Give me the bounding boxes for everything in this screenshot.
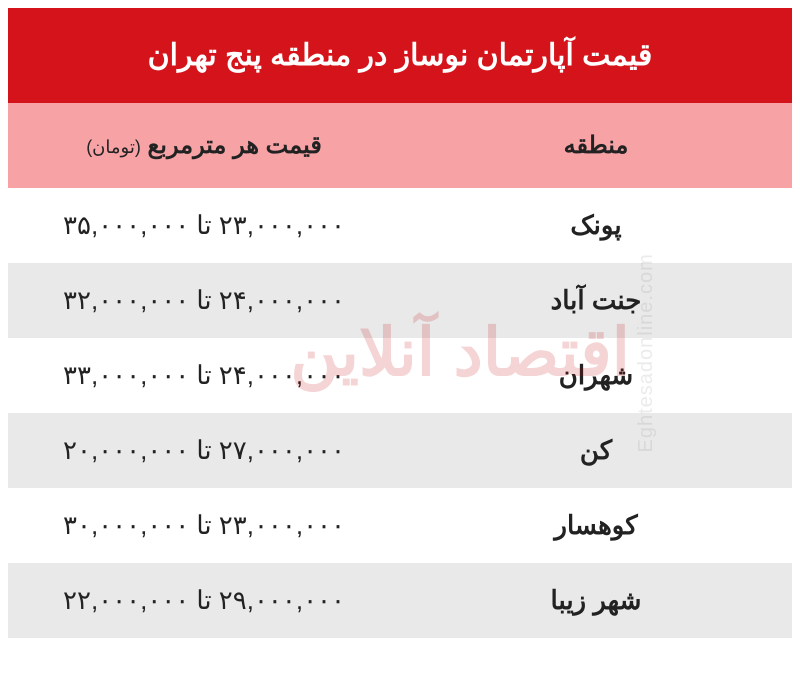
table-title: قیمت آپارتمان نوساز در منطقه پنج تهران bbox=[8, 8, 792, 103]
cell-price: ۲۷,۰۰۰,۰۰۰ تا ۲۰,۰۰۰,۰۰۰ bbox=[8, 413, 400, 488]
cell-price: ۲۳,۰۰۰,۰۰۰ تا ۳۵,۰۰۰,۰۰۰ bbox=[8, 188, 400, 263]
table-row: شهران۲۴,۰۰۰,۰۰۰ تا ۳۳,۰۰۰,۰۰۰ bbox=[8, 338, 792, 413]
cell-price: ۲۳,۰۰۰,۰۰۰ تا ۳۰,۰۰۰,۰۰۰ bbox=[8, 488, 400, 563]
cell-price: ۲۴,۰۰۰,۰۰۰ تا ۳۳,۰۰۰,۰۰۰ bbox=[8, 338, 400, 413]
cell-region: کن bbox=[400, 413, 792, 488]
cell-price: ۲۴,۰۰۰,۰۰۰ تا ۳۲,۰۰۰,۰۰۰ bbox=[8, 263, 400, 338]
cell-region: شهران bbox=[400, 338, 792, 413]
header-price: قیمت هر مترمربع (تومان) bbox=[8, 103, 400, 188]
table-row: کن۲۷,۰۰۰,۰۰۰ تا ۲۰,۰۰۰,۰۰۰ bbox=[8, 413, 792, 488]
header-region: منطقه bbox=[400, 103, 792, 188]
table-row: پونک۲۳,۰۰۰,۰۰۰ تا ۳۵,۰۰۰,۰۰۰ bbox=[8, 188, 792, 263]
table-header-row: منطقه قیمت هر مترمربع (تومان) bbox=[8, 103, 792, 188]
cell-region: کوهسار bbox=[400, 488, 792, 563]
header-price-label: قیمت هر مترمربع bbox=[148, 132, 322, 159]
table-row: شهر زیبا۲۹,۰۰۰,۰۰۰ تا ۲۲,۰۰۰,۰۰۰ bbox=[8, 563, 792, 638]
cell-region: جنت آباد bbox=[400, 263, 792, 338]
table-body: پونک۲۳,۰۰۰,۰۰۰ تا ۳۵,۰۰۰,۰۰۰جنت آباد۲۴,۰… bbox=[8, 188, 792, 638]
cell-price: ۲۹,۰۰۰,۰۰۰ تا ۲۲,۰۰۰,۰۰۰ bbox=[8, 563, 400, 638]
cell-region: شهر زیبا bbox=[400, 563, 792, 638]
cell-region: پونک bbox=[400, 188, 792, 263]
table-row: کوهسار۲۳,۰۰۰,۰۰۰ تا ۳۰,۰۰۰,۰۰۰ bbox=[8, 488, 792, 563]
price-table-container: قیمت آپارتمان نوساز در منطقه پنج تهران م… bbox=[0, 0, 800, 674]
header-price-unit: (تومان) bbox=[86, 137, 141, 157]
table-row: جنت آباد۲۴,۰۰۰,۰۰۰ تا ۳۲,۰۰۰,۰۰۰ bbox=[8, 263, 792, 338]
